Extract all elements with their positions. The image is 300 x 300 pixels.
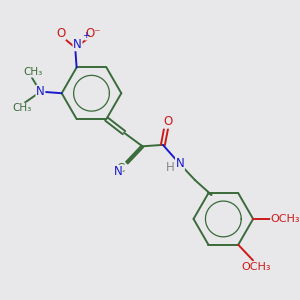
Text: O: O — [56, 27, 66, 40]
Text: OCH₃: OCH₃ — [271, 214, 300, 224]
Text: OCH₃: OCH₃ — [242, 262, 271, 272]
Text: CH₃: CH₃ — [24, 67, 43, 77]
Text: H: H — [166, 161, 174, 174]
Text: N: N — [73, 38, 82, 51]
Text: O: O — [163, 115, 172, 128]
Text: N: N — [113, 165, 122, 178]
Text: N: N — [36, 85, 45, 98]
Text: CH₃: CH₃ — [12, 103, 32, 113]
Text: C: C — [116, 163, 125, 176]
Text: +: + — [82, 32, 90, 40]
Text: O⁻: O⁻ — [85, 27, 100, 40]
Text: N: N — [176, 158, 184, 170]
